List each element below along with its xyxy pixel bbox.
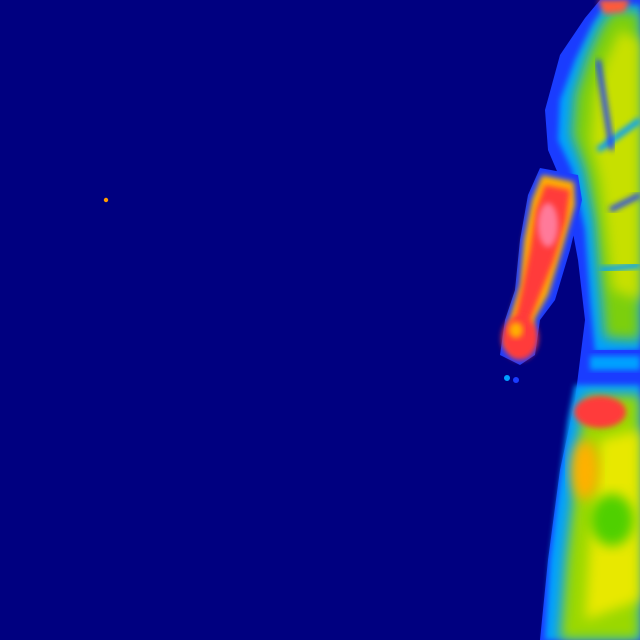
belt-highlight [590,356,640,370]
thigh-green [590,494,634,546]
forearm-hottest [538,203,558,247]
hip-hot [574,396,626,428]
fold-1 [596,117,640,153]
fold-4 [595,59,615,151]
person-silhouette [500,0,640,640]
fingertip-1 [504,375,510,381]
hand-warm [509,322,523,338]
thigh-warm [571,440,599,500]
fingertip-2 [513,377,519,383]
fold-2 [608,192,640,213]
hot-speck [103,197,109,203]
fold-3 [599,262,640,273]
neck-hot [598,0,630,14]
hand [502,316,538,360]
